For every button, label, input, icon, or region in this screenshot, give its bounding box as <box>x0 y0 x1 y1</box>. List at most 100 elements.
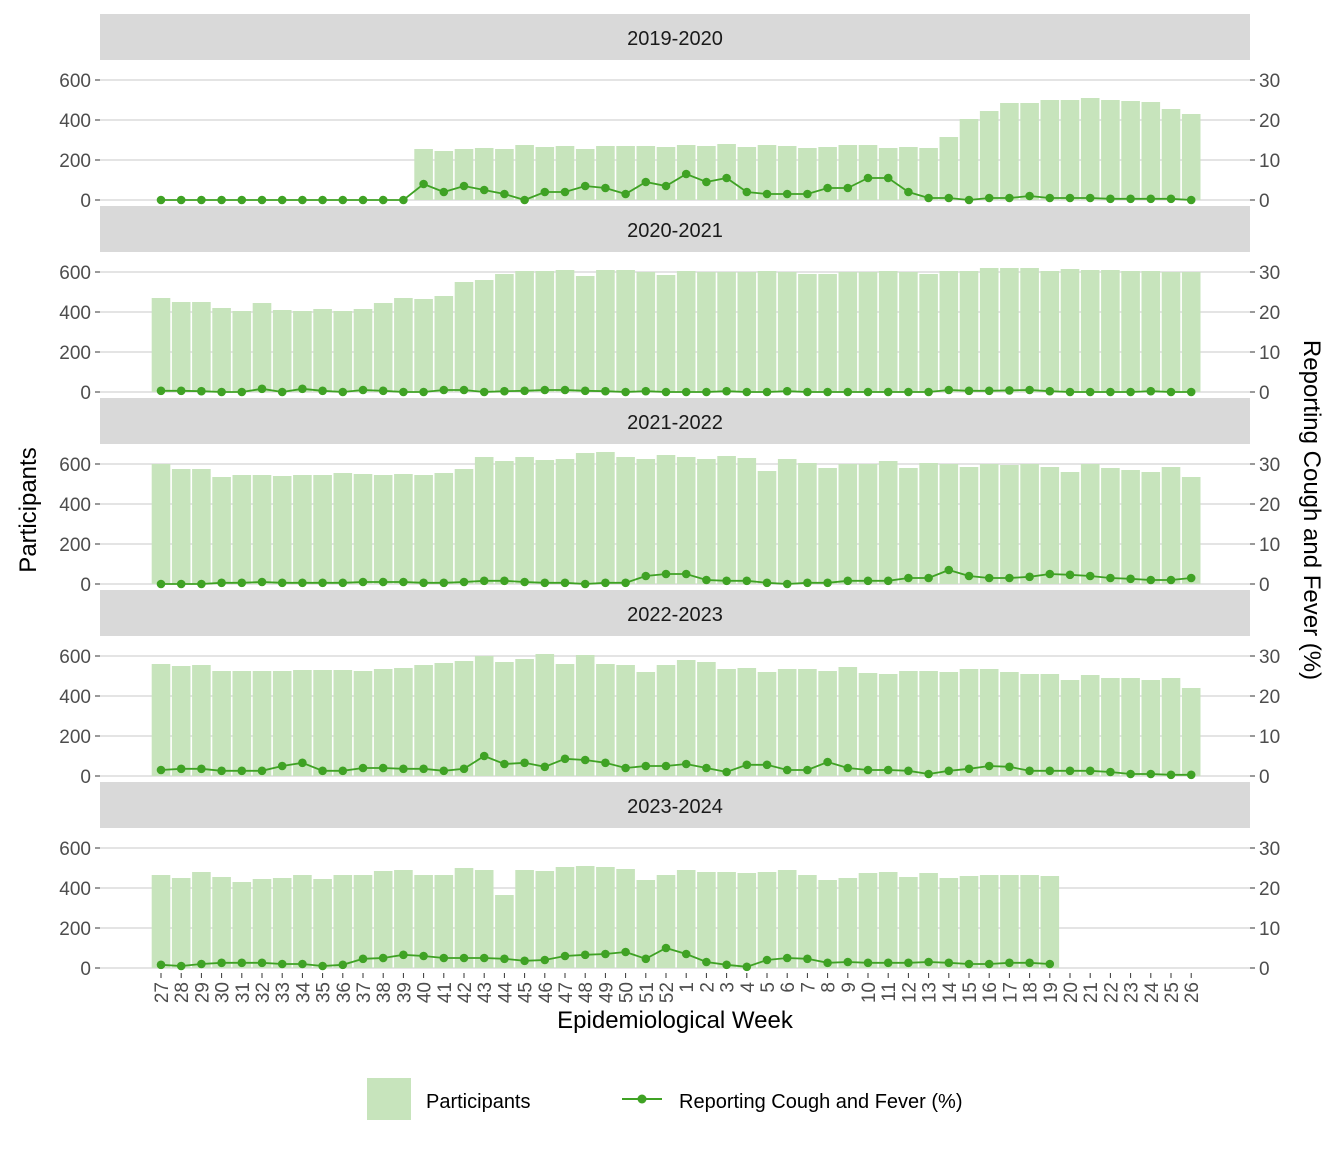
left-tick-label: 200 <box>59 535 91 556</box>
cough-fever-point <box>1106 194 1115 204</box>
participants-bar <box>1080 98 1100 200</box>
cough-fever-point <box>863 576 873 586</box>
participants-bar <box>414 665 433 776</box>
cough-fever-point <box>722 386 731 396</box>
participants-bar <box>959 669 979 776</box>
cough-fever-point <box>1045 766 1055 776</box>
cough-fever-point <box>156 386 166 396</box>
participants-bar <box>1060 269 1080 392</box>
cough-fever-point <box>924 769 933 779</box>
participants-bar <box>1040 674 1060 776</box>
cough-fever-point <box>1005 573 1014 583</box>
cough-fever-point <box>944 766 954 776</box>
participants-bar <box>192 665 211 776</box>
cough-fever-point <box>419 764 428 774</box>
participants-bar <box>232 882 252 968</box>
cough-fever-point <box>1005 762 1014 772</box>
participants-bar <box>737 458 757 584</box>
cough-fever-point <box>459 181 469 191</box>
cough-fever-point <box>338 578 348 588</box>
participants-bar <box>616 457 635 584</box>
x-tick-label: 27 <box>152 982 173 1003</box>
cough-fever-point <box>601 183 610 193</box>
participants-bar <box>919 671 938 776</box>
participants-bar <box>1161 467 1181 584</box>
participants-bar <box>434 151 454 200</box>
cough-fever-point <box>217 578 226 588</box>
participants-bar <box>798 274 817 392</box>
cough-fever-point <box>742 387 752 397</box>
participants-bar <box>535 271 555 392</box>
participants-bar <box>232 475 252 584</box>
participants-bar <box>474 280 494 392</box>
participants-bar <box>1040 467 1060 584</box>
cough-fever-point <box>1106 767 1115 777</box>
participants-bar <box>414 149 433 200</box>
right-tick-label: 20 <box>1259 879 1280 900</box>
right-tick-label: 10 <box>1259 919 1280 940</box>
right-tick-label: 0 <box>1259 191 1270 212</box>
participants-bar <box>1141 472 1161 584</box>
cough-fever-point <box>318 386 327 396</box>
participants-bar <box>838 667 858 776</box>
cough-fever-point <box>904 387 913 397</box>
cough-fever-point <box>702 763 711 773</box>
participants-bar <box>1181 688 1201 776</box>
cough-fever-point <box>237 766 247 776</box>
participants-bar <box>1101 678 1120 776</box>
facet-strip <box>100 590 1250 636</box>
participants-bar <box>979 464 999 584</box>
participants-bar <box>757 271 777 392</box>
cough-fever-point <box>277 195 287 205</box>
participants-bar <box>1060 472 1080 584</box>
x-tick-label: 48 <box>576 982 597 1003</box>
participants-bar <box>1080 464 1100 584</box>
cough-fever-point <box>419 179 428 189</box>
right-tick-label: 30 <box>1259 263 1280 284</box>
participants-bar <box>777 146 797 200</box>
x-tick-label: 24 <box>1142 982 1163 1004</box>
participants-bar <box>596 146 615 200</box>
cough-fever-point <box>803 189 812 199</box>
participants-bar <box>535 147 555 200</box>
right-tick-label: 20 <box>1259 495 1280 516</box>
cough-fever-point <box>439 578 449 588</box>
cough-fever-point <box>621 947 630 957</box>
cough-fever-point <box>1186 573 1196 583</box>
participants-bar <box>192 469 211 584</box>
facet-strip <box>100 782 1250 828</box>
participants-bar <box>777 459 797 584</box>
cough-fever-point <box>257 195 267 205</box>
cough-fever-point <box>399 577 408 587</box>
participants-bar <box>555 459 575 584</box>
participants-bar <box>899 147 918 200</box>
x-tick-label: 12 <box>899 982 920 1003</box>
cough-fever-point <box>843 576 853 586</box>
cough-fever-point <box>641 177 651 187</box>
x-tick-label: 51 <box>637 982 658 1003</box>
cough-fever-point <box>419 387 428 397</box>
cough-fever-point <box>1025 385 1034 395</box>
participants-bar <box>414 875 433 968</box>
cough-fever-point <box>156 765 166 775</box>
x-tick-label: 1 <box>677 982 698 993</box>
participants-bar <box>818 671 837 776</box>
participants-bar <box>838 464 858 584</box>
x-tick-label: 38 <box>374 982 395 1003</box>
participants-bar <box>151 664 171 776</box>
cough-fever-point <box>217 766 226 776</box>
cough-fever-point <box>419 578 428 588</box>
participants-bar <box>1101 100 1120 200</box>
cough-fever-point <box>883 387 893 397</box>
panel-2020-2021: 2020-2021 0 200 400 600 0 10 20 30 <box>59 206 1280 404</box>
right-tick-label: 0 <box>1259 383 1270 404</box>
cough-fever-point <box>399 764 408 774</box>
cough-fever-point <box>641 761 651 771</box>
cough-fever-point <box>318 195 327 205</box>
cough-fever-point <box>964 959 974 969</box>
cough-fever-point <box>803 578 812 588</box>
x-tick-label: 26 <box>1182 982 1203 1003</box>
cough-fever-point <box>1146 194 1156 204</box>
cough-fever-point <box>580 755 590 765</box>
participants-bar <box>959 876 979 968</box>
